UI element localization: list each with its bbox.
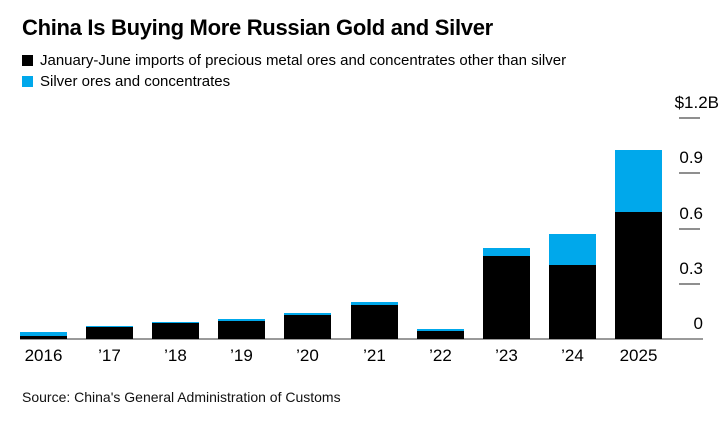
y-axis-label: 0.9 [679, 148, 703, 168]
bar-segment-silver [20, 332, 67, 336]
bar-segment-gold [483, 256, 530, 339]
bar-20 [284, 312, 331, 339]
bar-segment-silver [417, 328, 464, 332]
bar-2016 [20, 332, 67, 339]
x-axis-label: ’23 [495, 346, 518, 365]
x-axis-label: ’17 [98, 346, 121, 365]
x-axis-baseline [20, 338, 703, 340]
x-axis-label: ’19 [230, 346, 253, 365]
x-axis-label: ’24 [561, 346, 584, 365]
legend-swatch-black [22, 55, 33, 66]
bar-23 [483, 247, 530, 339]
y-axis-tick [679, 227, 700, 230]
bar-24 [549, 233, 596, 339]
y-axis-label: 0 [693, 314, 703, 333]
bar-segment-gold [417, 331, 464, 339]
bar-segment-silver [549, 233, 596, 266]
legend-item-silver-ores: Silver ores and concentrates [22, 73, 566, 94]
x-axis-label: 2016 [24, 346, 63, 365]
bar-segment-gold [549, 265, 596, 339]
x-axis-label: ’22 [429, 346, 452, 365]
bar-segment-silver [615, 150, 662, 213]
bar-22 [417, 328, 464, 339]
y-axis-label: 0.6 [679, 203, 703, 223]
y-axis-label: 0.3 [679, 258, 703, 278]
y-axis-label: $1.2B [674, 93, 719, 113]
x-axis-label: 2025 [619, 346, 658, 365]
legend-label-silver-ores: Silver ores and concentrates [40, 73, 231, 90]
bar-segment-silver [483, 247, 530, 257]
bar-19 [218, 319, 265, 339]
y-axis-tick [679, 117, 700, 120]
legend-item-gold-ores: January-June imports of precious metal o… [22, 52, 566, 73]
bar-17 [86, 325, 133, 339]
bar-segment-silver [351, 302, 398, 305]
bar-21 [351, 302, 398, 339]
bar-segment-silver [218, 319, 265, 321]
source-note: Source: China's General Administration o… [22, 389, 341, 405]
bar-segment-gold [351, 304, 398, 339]
bar-2025 [615, 150, 662, 339]
x-axis-label: ’20 [296, 346, 319, 365]
bar-segment-silver [86, 325, 133, 328]
legend: January-June imports of precious metal o… [22, 52, 566, 94]
bar-segment-gold [284, 315, 331, 339]
y-axis-tick [679, 282, 700, 285]
chart-title: China Is Buying More Russian Gold and Si… [22, 15, 493, 40]
bar-segment-gold [152, 322, 199, 339]
bar-segment-gold [615, 212, 662, 339]
bar-segment-gold [20, 335, 67, 339]
legend-label-gold-ores: January-June imports of precious metal o… [40, 52, 567, 69]
y-axis-tick [679, 172, 700, 175]
bar-18 [152, 321, 199, 339]
bar-segment-silver [152, 321, 199, 323]
x-axis-label: ’21 [363, 346, 386, 365]
x-axis-label: ’18 [164, 346, 187, 365]
bar-segment-gold [218, 320, 265, 339]
legend-swatch-blue [22, 76, 33, 87]
bar-segment-silver [284, 312, 331, 316]
bar-segment-gold [86, 327, 133, 339]
